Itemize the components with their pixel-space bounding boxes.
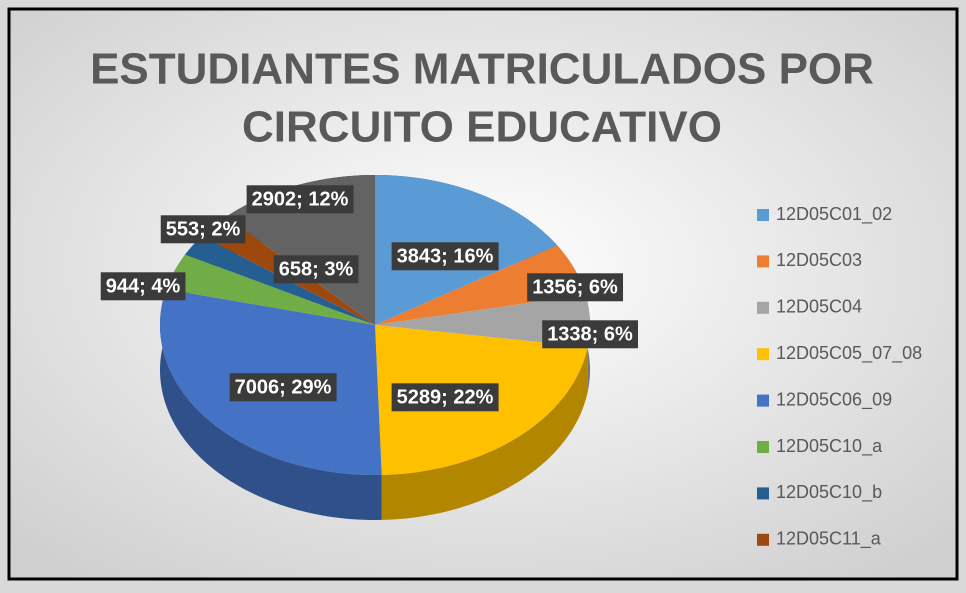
data-label-box [160,215,246,244]
pie-slice [375,245,586,325]
data-label: 658; 3% [273,255,359,284]
slice-side [160,289,382,520]
legend-swatch [757,394,769,407]
legend-label: 12D05C04 [776,297,862,317]
data-label-box [542,320,639,349]
data-label: 1356; 6% [527,273,624,302]
data-label: 553; 2% [160,215,246,244]
data-label: 944; 4% [100,272,186,301]
legend-label: 12D05C05_07_08 [776,343,922,364]
legend-swatch [757,533,769,546]
legend-label: 12D05C03 [776,250,862,270]
pie-slice [166,254,375,325]
data-label-text: 1356; 6% [532,276,618,298]
data-label: 1338; 6% [542,320,639,349]
data-label-box [391,383,499,412]
data-label: 5289; 22% [391,383,499,412]
data-label: 2902; 12% [246,185,354,214]
data-label-text: 5289; 22% [397,386,494,408]
data-label-text: 944; 4% [106,275,181,297]
legend-swatch [757,301,769,314]
data-label-text: 3843; 16% [397,245,494,267]
data-label-text: 1338; 6% [547,323,633,345]
legend-label: 12D05C06_09 [776,389,892,410]
legend-swatch [757,348,769,361]
legend-label: 12D05C11_a [776,529,882,550]
data-label-box [391,242,499,271]
data-label-box [229,373,337,402]
data-label-box [273,255,359,284]
data-label-text: 658; 3% [279,258,354,280]
data-label-box [100,272,186,301]
legend-label: 12D05C10_a [776,436,883,457]
legend-swatch [757,255,769,268]
pie-slice [375,294,590,348]
chart-title: ESTUDIANTES MATRICULADOS POR [90,45,874,94]
data-label: 7006; 29% [229,373,337,402]
legend-swatch [757,487,769,500]
legend-swatch [757,209,769,221]
data-label: 3843; 16% [391,242,499,271]
slice-side [381,347,588,520]
chart-subtitle: CIRCUITO EDUCATIVO [242,103,722,152]
data-label-box [527,273,624,302]
data-label-text: 2902; 12% [252,188,349,210]
legend-label: 12D05C01_02 [776,204,892,225]
data-label-box [246,185,354,214]
data-label-text: 7006; 29% [235,376,332,398]
legend-swatch [757,441,769,453]
legend-label: 12D05C10_b [776,482,882,503]
data-label-text: 553; 2% [166,218,241,240]
